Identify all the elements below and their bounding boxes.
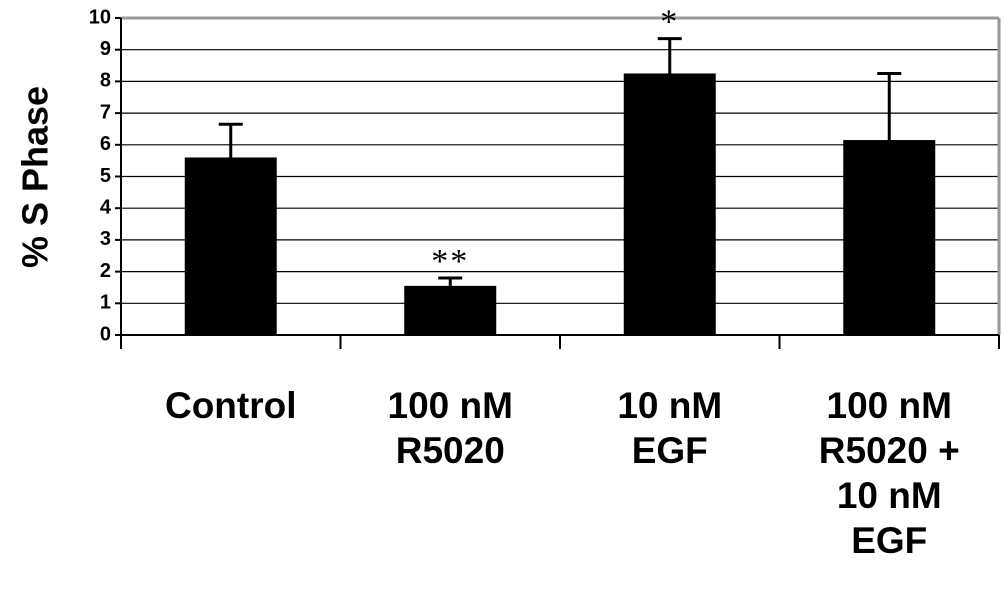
y-tick-label-2: 2 — [100, 260, 111, 282]
category-label-1-line-0: 100 nM — [388, 385, 513, 426]
y-tick-label-7: 7 — [100, 101, 111, 123]
category-label-1-line-1: R5020 — [396, 430, 505, 471]
category-label-2-line-1: EGF — [632, 430, 708, 471]
y-tick-label-6: 6 — [100, 133, 111, 155]
category-label-0-line-0: Control — [165, 385, 297, 426]
y-tick-label-0: 0 — [100, 323, 111, 345]
y-tick-label-8: 8 — [100, 70, 111, 92]
category-label-3-line-1: R5020 + — [819, 430, 960, 471]
y-tick-label-9: 9 — [100, 38, 111, 60]
y-tick-label-4: 4 — [100, 196, 112, 218]
y-tick-label-3: 3 — [100, 228, 111, 250]
bar-0 — [184, 157, 277, 335]
category-label-2-line-0: 10 nM — [617, 385, 722, 426]
category-label-3-line-0: 100 nM — [827, 385, 952, 426]
y-tick-label-10: 10 — [89, 6, 111, 28]
significance-annotation-2: * — [660, 4, 679, 41]
y-axis-label: % S Phase — [15, 86, 56, 268]
y-tick-label-1: 1 — [100, 292, 111, 314]
bar-3 — [843, 140, 936, 335]
category-label-3-line-3: EGF — [851, 520, 927, 561]
y-tick-label-5: 5 — [100, 165, 111, 187]
bar-2 — [623, 73, 716, 335]
category-label-3-line-2: 10 nM — [837, 475, 942, 516]
bar-1 — [404, 285, 497, 335]
significance-annotation-1: ** — [431, 243, 469, 280]
